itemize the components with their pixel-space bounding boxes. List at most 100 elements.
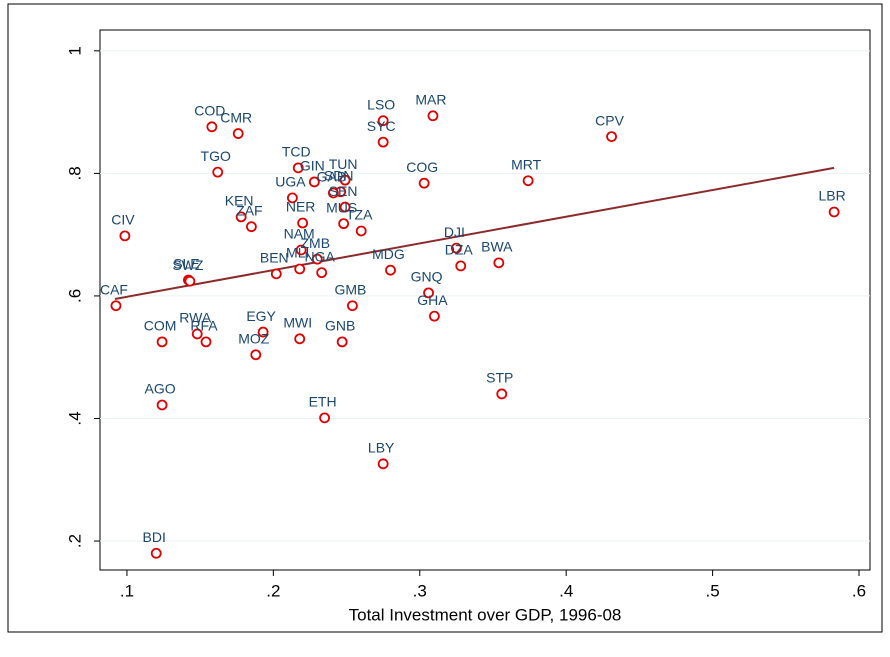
data-point [297,217,309,229]
point-label: BWA [481,239,513,255]
x-tick-label: .3 [413,581,427,600]
data-point [339,174,351,186]
point-label: MUS [326,199,357,215]
point-label: STP [486,370,513,386]
data-point [493,257,505,269]
point-label: GIN [300,158,325,174]
data-point [250,349,262,361]
point-label: BDI [143,529,166,545]
point-label: CIV [111,212,135,228]
data-point [455,260,467,272]
data-point [235,211,247,223]
data-point [427,110,439,122]
data-point [110,300,122,312]
data-point [212,166,224,178]
point-label: COD [194,103,225,119]
data-point [156,336,168,348]
data-point [496,388,508,400]
point-label: GNQ [411,269,443,285]
x-tick-label: .2 [266,581,280,600]
data-point [200,336,212,348]
data-point [206,121,218,133]
data-point [377,458,389,470]
data-point [245,221,257,233]
data-point [385,264,396,276]
data-point [119,230,131,242]
point-label: NGA [305,248,336,264]
point-label: SLE [173,256,199,272]
point-label: BEN [260,250,289,266]
point-label: DJI [444,224,465,240]
point-label: GHA [417,292,448,308]
point-label: TGO [201,148,231,164]
data-point [232,128,244,139]
point-label: COM [144,318,177,334]
point-label: RFA [190,318,218,334]
data-point [184,275,196,287]
x-axis-label: Total Investment over GDP, 1996-08 [349,605,622,624]
point-label: GAB [317,169,347,185]
data-point [316,267,328,279]
data-point [270,268,282,280]
data-point [295,244,307,256]
point-label: MDG [372,246,405,262]
data-point [294,263,306,275]
point-label: SDN [324,167,354,183]
data-point [286,192,298,204]
data-point [308,176,320,188]
point-label: CAF [100,281,128,297]
point-label: CPV [595,112,624,128]
y-tick-label: .6 [65,289,84,303]
y-tick-label: 1 [65,46,84,55]
data-point [150,547,162,559]
data-point [377,115,389,127]
point-label: RWA [179,310,212,326]
data-point [418,177,430,189]
data-point [423,287,434,299]
point-label: SWZ [172,257,204,273]
point-label: ZMB [300,235,330,251]
data-point [355,225,367,237]
point-label: MAR [415,91,446,107]
point-label: LSO [367,96,395,112]
data-point [191,328,203,340]
point-label: LBR [819,188,846,204]
point-label: MLI [286,245,309,261]
point-label: AGO [145,381,176,397]
y-tick-label: .8 [65,166,84,180]
x-tick-label: .4 [559,581,573,600]
x-tick-label: .1 [120,581,134,600]
data-point [377,136,389,148]
data-point [319,412,331,424]
data-point [338,218,350,230]
point-label: COG [406,159,438,175]
data-point [450,242,462,254]
point-label: EGY [246,308,276,324]
data-point [292,162,304,174]
point-label: SYC [367,118,396,134]
data-point [347,300,358,312]
point-label: SEN [329,183,358,199]
point-label: MOZ [238,330,270,346]
data-point [327,187,339,199]
data-point [311,253,323,265]
y-tick-label: .4 [65,411,84,425]
data-point [336,336,348,348]
point-label: ZAF [236,202,262,218]
point-label: ETH [309,394,337,410]
point-label: NER [286,199,316,215]
point-label: DZA [445,242,474,258]
y-tick-label: .2 [65,534,84,548]
point-label: TZA [346,207,373,223]
data-point [522,175,534,187]
point-label: GNB [325,318,355,334]
point-label: UGA [275,174,306,190]
fit-line [114,166,835,300]
data-point [294,333,306,345]
point-label: GMB [334,281,366,297]
point-label: KEN [225,193,254,209]
x-tick-label: .6 [852,581,866,600]
point-label: CMR [220,109,252,125]
